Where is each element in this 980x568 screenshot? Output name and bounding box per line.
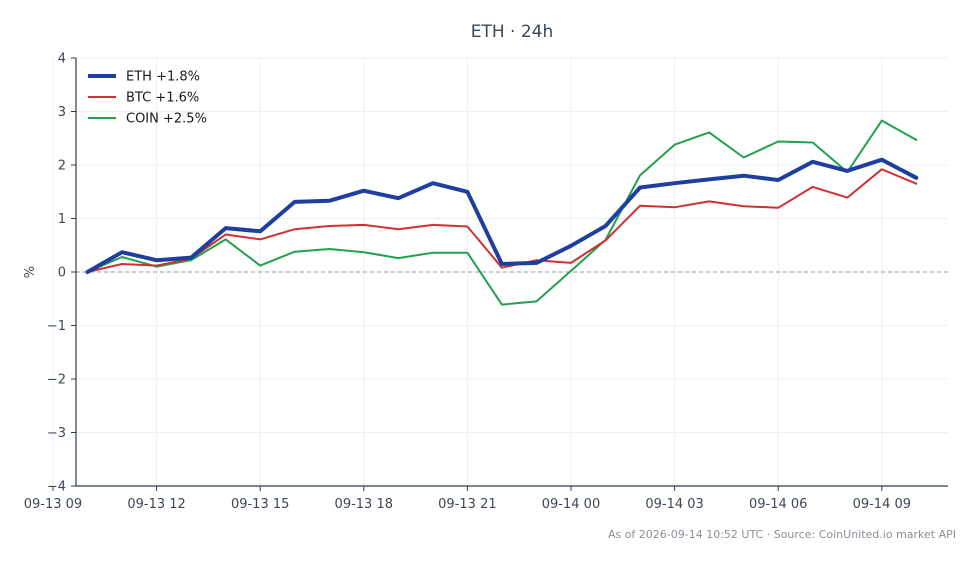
chart-title: ETH · 24h <box>471 22 554 42</box>
x-tick-label: 09-13 09 <box>24 497 82 512</box>
axes-layer <box>52 57 948 491</box>
y-tick-label: −3 <box>47 426 66 441</box>
y-tick-labels: −4 −3 −2 −1 0 1 2 3 4 <box>47 52 66 495</box>
legend-label-eth: ETH +1.8% <box>126 70 200 85</box>
y-tick-label: 3 <box>58 105 66 120</box>
y-tick-label: 4 <box>58 52 66 67</box>
legend-label-btc: BTC +1.6% <box>126 91 199 106</box>
x-tick-label: 09-13 12 <box>127 497 185 512</box>
x-tick-label: 09-14 09 <box>853 497 911 512</box>
series-line-coin <box>86 119 918 306</box>
y-tick-label: −2 <box>47 373 66 388</box>
legend-label-coin: COIN +2.5% <box>126 112 207 127</box>
y-tick-label: −4 <box>47 480 66 495</box>
y-tick-label: 2 <box>58 159 66 174</box>
x-tick-label: 09-14 06 <box>749 497 807 512</box>
chart-legend: ETH +1.8% BTC +1.6% COIN +2.5% <box>88 70 207 127</box>
x-tick-label: 09-13 18 <box>335 497 393 512</box>
footer-source-note: As of 2026-09-14 10:52 UTC · Source: Coi… <box>608 528 956 541</box>
y-tick-label: 0 <box>58 266 66 281</box>
series-line-btc <box>86 168 918 273</box>
x-tick-label: 09-14 00 <box>542 497 600 512</box>
x-tick-label: 09-13 15 <box>231 497 289 512</box>
x-tick-label: 09-13 21 <box>438 497 496 512</box>
series-layer <box>85 119 919 306</box>
y-axis-label: % <box>23 266 38 278</box>
x-tick-label: 09-14 03 <box>645 497 703 512</box>
series-line-eth <box>85 157 919 274</box>
y-tick-label: 1 <box>58 212 66 227</box>
x-tick-labels: 09-13 09 09-13 12 09-13 15 09-13 18 09-13 21… <box>24 497 911 512</box>
y-tick-label: −1 <box>47 319 66 334</box>
